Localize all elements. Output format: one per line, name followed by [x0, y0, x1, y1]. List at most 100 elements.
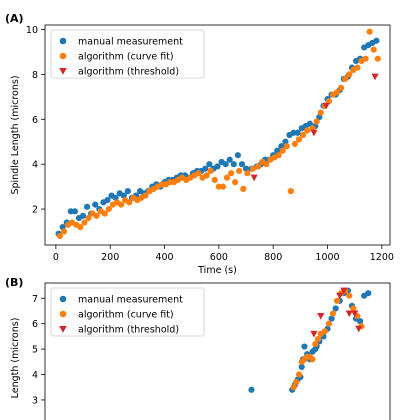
data-point-manual — [294, 129, 301, 136]
y-axis-label: Spindle Length (microns) — [10, 75, 21, 194]
data-point-threshold — [317, 313, 325, 320]
data-point-curve-fit — [329, 310, 337, 317]
data-point-curve-fit — [362, 55, 369, 62]
data-point-curve-fit — [370, 46, 377, 53]
data-point-curve-fit — [219, 183, 227, 190]
data-point-curve-fit — [207, 167, 214, 175]
data-point-curve-fit — [56, 232, 64, 240]
data-point-curve-fit — [60, 228, 68, 235]
data-point-threshold — [310, 330, 318, 338]
legend-label: algorithm (threshold) — [78, 325, 179, 336]
legend-marker-curve-fit — [59, 310, 67, 318]
data-point-curve-fit — [325, 320, 332, 327]
data-point-manual — [230, 161, 237, 168]
y-tick-label: 4 — [32, 160, 38, 171]
data-point-manual — [238, 161, 246, 168]
data-point-curve-fit — [346, 71, 353, 78]
data-point-threshold — [371, 73, 379, 81]
data-point-manual — [373, 37, 380, 44]
data-point-manual — [234, 152, 241, 159]
panel-b: (B) 3 4 5 6 7 Length (microns) manual measureme… — [5, 276, 391, 420]
y-tick-label: 2 — [32, 205, 38, 216]
x-tick-label: 200 — [101, 252, 119, 263]
data-point-curve-fit — [211, 176, 218, 183]
data-point-manual — [298, 363, 305, 370]
data-point-curve-fit — [255, 163, 262, 170]
legend-marker-threshold — [59, 326, 67, 333]
data-point-manual — [222, 161, 229, 168]
x-tick-label: 800 — [264, 252, 282, 263]
panel-label: (A) — [5, 12, 24, 25]
data-point-curve-fit — [203, 172, 210, 179]
legend-label: algorithm (curve fit) — [78, 310, 174, 321]
legend-marker-manual — [59, 37, 67, 45]
data-point-curve-fit — [126, 199, 133, 206]
data-point-manual — [248, 386, 255, 393]
axes-frame — [44, 24, 391, 246]
data-point-curve-fit — [81, 219, 88, 226]
data-point-curve-fit — [283, 143, 290, 150]
data-point-curve-fit — [350, 305, 357, 312]
y-tick-label: 3 — [32, 395, 38, 406]
data-point-curve-fit — [293, 379, 300, 386]
data-point-curve-fit — [290, 384, 297, 391]
data-point-curve-fit — [275, 152, 282, 159]
legend-box — [50, 29, 205, 79]
data-point-curve-fit — [304, 127, 311, 134]
y-tick-label: 6 — [32, 319, 38, 330]
y-tick-label: 8 — [32, 70, 38, 81]
data-point-threshold — [336, 292, 344, 300]
panel-a: (A) 2 4 6 8 10 0 200 400 600 800 1000 1200 Time (s) Sp… — [5, 12, 394, 276]
data-point-curve-fit — [309, 356, 316, 363]
data-point-curve-fit — [313, 118, 320, 125]
data-point-curve-fit — [244, 170, 251, 177]
data-point-curve-fit — [101, 210, 108, 217]
data-point-curve-fit — [105, 205, 112, 213]
plot-area — [55, 28, 381, 240]
data-point-curve-fit — [321, 328, 328, 335]
data-point-curve-fit — [291, 140, 299, 148]
data-point-manual — [226, 156, 233, 163]
legend-marker-manual — [59, 295, 67, 303]
data-point-manual — [365, 290, 372, 297]
legend-marker-threshold — [59, 68, 67, 75]
data-point-curve-fit — [232, 179, 239, 186]
data-point-threshold — [355, 325, 363, 333]
data-point-curve-fit — [366, 28, 373, 35]
data-point-threshold — [250, 174, 258, 182]
data-point-curve-fit — [249, 165, 256, 172]
data-point-curve-fit — [85, 214, 92, 222]
y-tick-label: 7 — [32, 294, 38, 305]
legend-label: manual measurement — [78, 295, 183, 306]
data-point-manual — [104, 197, 111, 204]
x-tick-label: 600 — [210, 252, 228, 263]
data-point-threshold — [351, 310, 359, 318]
data-point-curve-fit — [223, 174, 231, 181]
data-point-curve-fit — [77, 223, 84, 231]
data-point-threshold — [322, 102, 330, 110]
x-tick-label: 1000 — [315, 252, 339, 263]
y-tick-label: 4 — [32, 370, 38, 381]
data-point-manual — [202, 165, 209, 172]
data-point-threshold — [310, 129, 318, 137]
data-point-curve-fit — [346, 292, 353, 299]
legend-label: manual measurement — [78, 37, 183, 48]
data-point-curve-fit — [142, 192, 149, 199]
data-point-curve-fit — [342, 75, 349, 82]
data-point-curve-fit — [295, 136, 303, 143]
data-point-curve-fit — [374, 55, 381, 62]
data-point-manual — [71, 208, 78, 215]
data-point-manual — [306, 120, 313, 127]
data-point-curve-fit — [354, 64, 361, 71]
legend-label: algorithm (curve fit) — [78, 52, 174, 63]
plot-area — [248, 287, 372, 393]
data-point-manual — [328, 315, 335, 322]
x-axis-label: Time (s) — [197, 265, 237, 276]
data-point-curve-fit — [314, 335, 322, 343]
data-point-manual — [357, 318, 364, 325]
data-point-curve-fit — [227, 170, 235, 177]
x-tick-label: 0 — [53, 252, 59, 263]
y-tick-label: 5 — [32, 345, 38, 356]
legend-label: algorithm (threshold) — [78, 67, 179, 78]
legend: manual measurement algorithm (curve fit) a… — [50, 287, 205, 337]
